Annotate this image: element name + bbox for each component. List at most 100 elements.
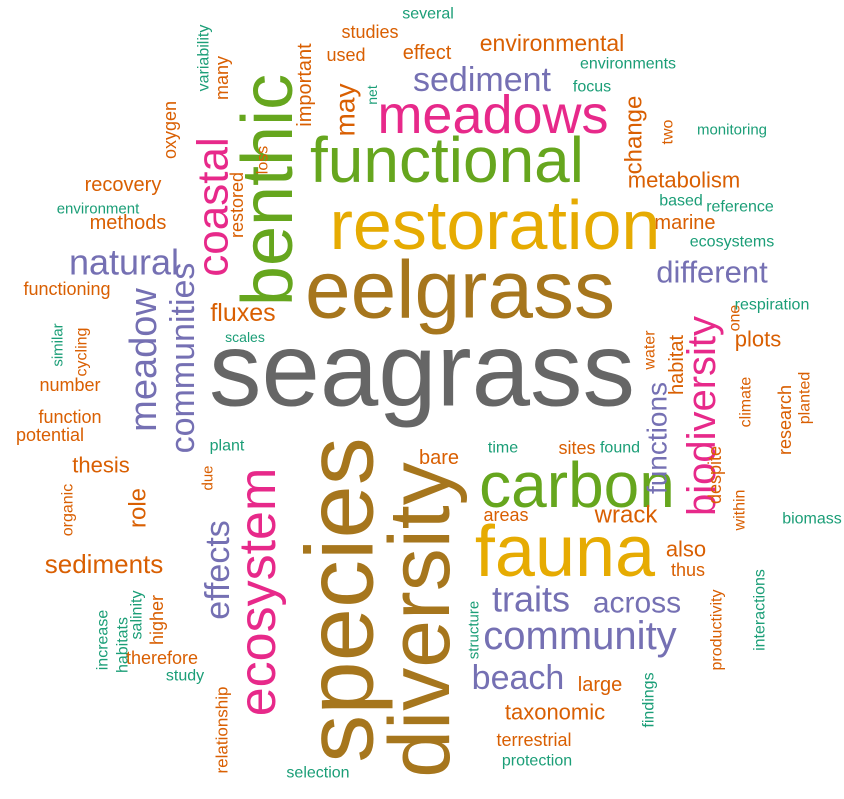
- word: plant: [210, 438, 245, 455]
- word: cycling: [74, 328, 91, 377]
- word: species: [287, 437, 394, 763]
- word: traits: [492, 579, 570, 620]
- word: net: [364, 85, 380, 105]
- word: effects: [199, 520, 237, 620]
- word: research: [775, 385, 795, 455]
- word: interactions: [752, 569, 769, 651]
- word: effect: [403, 42, 452, 64]
- word: within: [732, 490, 749, 532]
- word: monitoring: [697, 122, 767, 139]
- word: protection: [502, 753, 572, 770]
- word: areas: [483, 505, 528, 525]
- word: ecosystem: [229, 468, 287, 717]
- word: potential: [16, 425, 84, 445]
- word: scales: [225, 329, 265, 345]
- word: climate: [738, 377, 755, 428]
- word: taxonomic: [505, 700, 605, 725]
- word: environmental: [480, 30, 624, 56]
- word: higher: [147, 595, 167, 645]
- word: habitat: [666, 335, 688, 395]
- word: beach: [472, 659, 565, 697]
- word: methods: [90, 212, 167, 234]
- word: habitats: [115, 617, 132, 673]
- word: respiration: [735, 297, 810, 314]
- word: structure: [466, 601, 483, 659]
- word: loss: [255, 146, 272, 174]
- word: biodiversity: [680, 316, 724, 516]
- word: natural: [69, 242, 179, 283]
- word: environment: [57, 201, 140, 218]
- word: sediments: [45, 549, 164, 579]
- word: organic: [60, 484, 77, 536]
- word: salinity: [129, 591, 146, 640]
- word: coastal: [189, 137, 238, 276]
- word: used: [326, 45, 365, 65]
- word: role: [125, 488, 152, 528]
- word: wrack: [594, 502, 659, 529]
- word: several: [402, 6, 454, 23]
- word: based: [659, 193, 703, 210]
- word: water: [642, 330, 659, 371]
- word: may: [330, 84, 361, 137]
- word: communities: [164, 263, 202, 454]
- word: meadow: [123, 288, 165, 432]
- word: restoration: [330, 186, 661, 264]
- word: different: [656, 255, 768, 290]
- word: sites: [558, 438, 595, 458]
- word: also: [666, 537, 706, 562]
- word: similar: [50, 323, 67, 366]
- word: carbon: [479, 449, 675, 521]
- word: many: [212, 56, 232, 100]
- word: meadows: [377, 85, 608, 145]
- word: due: [200, 465, 217, 490]
- word: diversity: [372, 462, 468, 777]
- word: important: [294, 43, 316, 127]
- word: increase: [95, 610, 112, 671]
- word: ecosystems: [690, 234, 774, 251]
- word: studies: [341, 22, 398, 42]
- word: functional: [310, 124, 584, 196]
- word: biomass: [782, 511, 842, 528]
- word: metabolism: [628, 168, 740, 193]
- word: sediment: [413, 61, 552, 99]
- word: eelgrass: [305, 245, 615, 336]
- word: oxygen: [160, 101, 180, 159]
- word: study: [166, 668, 204, 685]
- word: function: [38, 407, 101, 427]
- word: seagrass: [209, 312, 635, 429]
- word: terrestrial: [496, 730, 571, 750]
- word: thus: [671, 560, 705, 580]
- word: across: [593, 587, 681, 620]
- word: reference: [706, 199, 774, 216]
- word: bare: [419, 447, 459, 469]
- word: benthic: [228, 74, 308, 306]
- word: therefore: [126, 648, 198, 668]
- word: planted: [797, 372, 814, 425]
- word: fauna: [475, 512, 656, 592]
- word: despite: [705, 446, 725, 504]
- word: recovery: [85, 174, 162, 196]
- word: findings: [641, 672, 658, 727]
- word: found: [600, 440, 640, 457]
- word: productivity: [709, 590, 726, 671]
- word: time: [488, 440, 518, 457]
- word: thesis: [72, 453, 129, 478]
- word: functions: [642, 382, 673, 494]
- word: fluxes: [210, 299, 275, 327]
- word: large: [578, 674, 622, 696]
- word: environments: [580, 56, 676, 73]
- word: marine: [654, 212, 715, 234]
- word: functioning: [23, 279, 110, 299]
- word: plots: [735, 327, 781, 352]
- word: one: [727, 305, 744, 332]
- word: change: [621, 96, 648, 175]
- word: relationship: [213, 687, 232, 774]
- word: two: [660, 119, 677, 144]
- word: restored: [227, 172, 247, 238]
- word: variability: [196, 25, 213, 92]
- word: focus: [573, 79, 611, 96]
- word: number: [39, 375, 100, 395]
- word: community: [483, 614, 676, 658]
- word: selection: [286, 765, 349, 782]
